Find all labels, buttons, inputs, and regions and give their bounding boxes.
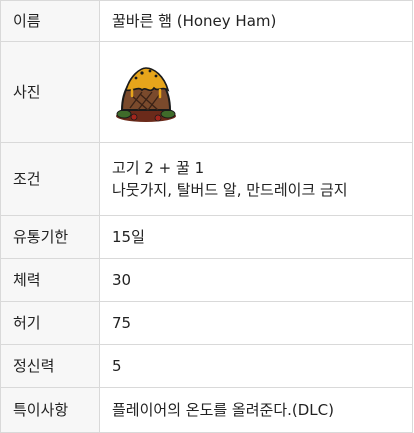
row-health: 체력 30 xyxy=(0,258,413,302)
photo-label: 사진 xyxy=(0,41,100,143)
row-name: 이름 꿀바른 햄 (Honey Ham) xyxy=(0,0,413,42)
restriction-text: 나뭇가지, 탈버드 알, 만드레이크 금지 xyxy=(112,181,348,199)
row-hunger: 허기 75 xyxy=(0,301,413,345)
name-value: 꿀바른 햄 (Honey Ham) xyxy=(99,0,413,42)
shelf-life-label: 유통기한 xyxy=(0,215,100,259)
health-value: 30 xyxy=(99,258,413,302)
health-label: 체력 xyxy=(0,258,100,302)
conditions-label: 조건 xyxy=(0,142,100,216)
row-sanity: 정신력 5 xyxy=(0,344,413,388)
hunger-value: 75 xyxy=(99,301,413,345)
row-conditions: 조건 고기 2 + 꿀 1 나뭇가지, 탈버드 알, 만드레이크 금지 xyxy=(0,142,413,216)
name-label: 이름 xyxy=(0,0,100,42)
special-label: 특이사항 xyxy=(0,387,100,433)
special-value: 플레이어의 온도를 올려준다.(DLC) xyxy=(99,387,413,433)
hunger-label: 허기 xyxy=(0,301,100,345)
honey-ham-food-icon xyxy=(116,67,176,122)
shelf-life-value: 15일 xyxy=(99,215,413,259)
row-shelf-life: 유통기한 15일 xyxy=(0,215,413,259)
sanity-label: 정신력 xyxy=(0,344,100,388)
row-special: 특이사항 플레이어의 온도를 올려준다.(DLC) xyxy=(0,387,413,433)
row-photo: 사진 xyxy=(0,41,413,143)
photo-cell xyxy=(99,41,413,143)
sanity-value: 5 xyxy=(99,344,413,388)
recipe-text: 고기 2 + 꿀 1 xyxy=(112,159,205,177)
conditions-value: 고기 2 + 꿀 1 나뭇가지, 탈버드 알, 만드레이크 금지 xyxy=(99,142,413,216)
